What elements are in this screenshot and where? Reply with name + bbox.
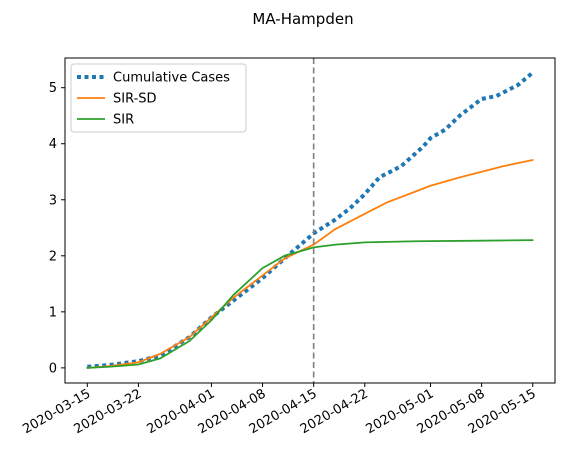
y-tick-label: 2 [49,249,57,264]
series-line-sir-sd [86,159,534,369]
series-line-sir [86,239,534,369]
y-tick-label: 3 [49,193,57,208]
series-line-cumulative-cases [87,71,535,369]
legend: Cumulative Cases SIR-SD SIR [70,63,247,133]
legend-label: SIR [113,113,134,128]
chart-title: MA-Hampden [252,10,353,28]
y-tick-label: 5 [49,81,57,96]
legend-label: SIR-SD [113,92,157,107]
y-tick-label: 1 [49,305,57,320]
legend-box [70,63,247,133]
y-tick-label: 0 [49,361,57,376]
axes-frame [64,57,556,384]
legend-label: Cumulative Cases [113,71,230,86]
plot-area [86,58,535,383]
y-tick-label: 4 [49,137,57,152]
